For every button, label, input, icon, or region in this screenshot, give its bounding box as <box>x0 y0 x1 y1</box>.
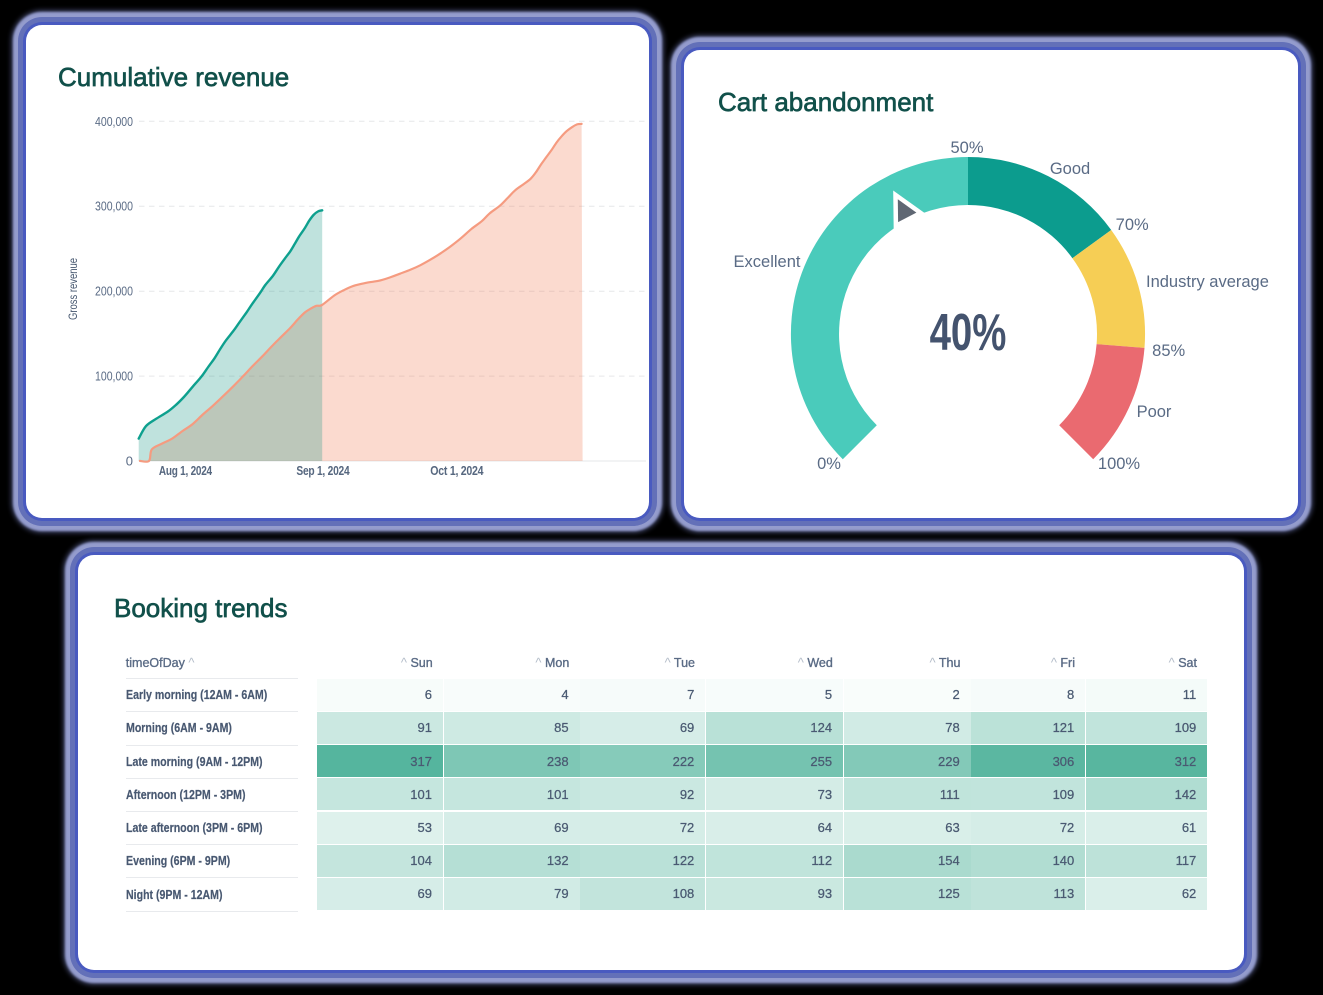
svg-text:50%: 50% <box>950 139 983 157</box>
svg-text:Gross revenue: Gross revenue <box>66 258 80 320</box>
svg-text:200,000: 200,000 <box>95 284 133 299</box>
svg-text:100%: 100% <box>1098 455 1141 473</box>
svg-text:Aug 1, 2024: Aug 1, 2024 <box>159 464 212 478</box>
svg-text:Sep 1, 2024: Sep 1, 2024 <box>296 464 349 478</box>
svg-text:Industry average: Industry average <box>1146 273 1269 291</box>
svg-text:0: 0 <box>126 454 133 469</box>
svg-text:300,000: 300,000 <box>95 199 133 214</box>
svg-text:Oct 1, 2024: Oct 1, 2024 <box>430 464 483 478</box>
svg-text:70%: 70% <box>1116 216 1149 234</box>
svg-text:Poor: Poor <box>1137 403 1172 421</box>
svg-text:40%: 40% <box>930 304 1007 362</box>
svg-text:0%: 0% <box>817 455 841 473</box>
svg-text:Excellent: Excellent <box>734 253 801 271</box>
svg-text:400,000: 400,000 <box>95 114 133 129</box>
svg-text:85%: 85% <box>1152 342 1185 360</box>
svg-text:100,000: 100,000 <box>95 369 133 384</box>
svg-text:Good: Good <box>1050 160 1090 178</box>
